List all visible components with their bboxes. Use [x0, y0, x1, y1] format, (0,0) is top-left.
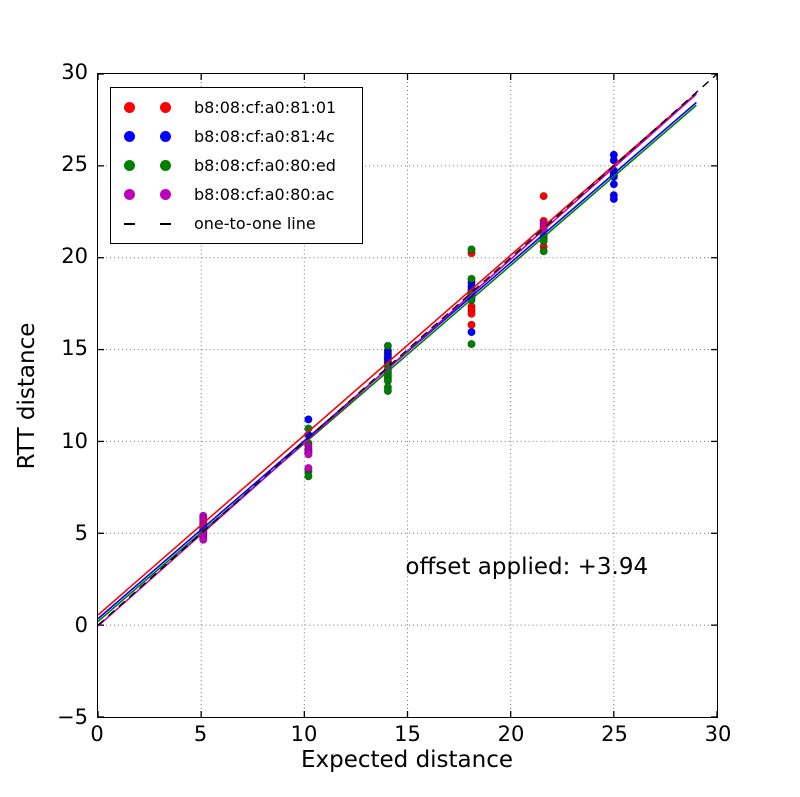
y-tick-label: 25	[61, 152, 88, 177]
x-axis-label: Expected distance	[300, 747, 514, 773]
x-tick-label: 0	[90, 722, 104, 746]
marker-dot	[160, 131, 171, 142]
marker-dot	[124, 160, 135, 171]
y-tick-label: 15	[61, 336, 88, 361]
y-axis-label: RTT distance	[14, 322, 40, 470]
y-tick-label: 5	[74, 520, 88, 545]
series-marker-icon	[124, 160, 171, 171]
marker-dot	[124, 102, 135, 113]
plot-canvas	[98, 74, 717, 717]
marker-dot	[124, 189, 135, 200]
y-tick-label: 30	[61, 60, 88, 84]
y-tick-label: 20	[61, 244, 88, 269]
plot-area: b8:08:cf:a0:81:01 b8:08:cf:a0:81:4c b8:08:…	[97, 73, 718, 718]
marker-dot	[160, 160, 171, 171]
legend-label: b8:08:cf:a0:80:ac	[194, 185, 335, 204]
legend-entry: b8:08:cf:a0:80:ac	[111, 180, 362, 209]
dash-segment	[160, 222, 171, 225]
y-tick-label: 10	[61, 428, 88, 453]
legend-label: one-to-one line	[194, 214, 316, 233]
legend-label: b8:08:cf:a0:81:4c	[194, 127, 335, 146]
series-marker-icon	[124, 189, 171, 200]
marker-dot	[160, 189, 171, 200]
legend-label: b8:08:cf:a0:81:01	[194, 98, 337, 117]
x-tick-label: 10	[290, 722, 318, 746]
y-tick-label: −5	[57, 705, 88, 729]
legend: b8:08:cf:a0:81:01 b8:08:cf:a0:81:4c b8:08:…	[110, 87, 363, 244]
dashed-line-icon	[124, 222, 171, 225]
legend-entry: b8:08:cf:a0:80:ed	[111, 151, 362, 180]
x-tick-label: 30	[704, 722, 732, 746]
dash-segment	[124, 222, 135, 225]
y-tick-label: 0	[74, 612, 88, 637]
legend-entry: b8:08:cf:a0:81:4c	[111, 122, 362, 151]
series-marker-icon	[124, 102, 171, 113]
x-tick-label: 25	[601, 722, 628, 746]
marker-dot	[124, 131, 135, 142]
marker-dot	[160, 102, 171, 113]
x-tick-label: 15	[394, 722, 421, 746]
series-marker-icon	[124, 131, 171, 142]
x-tick-label: 5	[193, 722, 208, 746]
legend-label: b8:08:cf:a0:80:ed	[194, 156, 336, 175]
legend-entry: b8:08:cf:a0:81:01	[111, 93, 362, 122]
legend-entry: one-to-one line	[111, 209, 362, 238]
offset-annotation: offset applied: +3.94	[405, 553, 649, 580]
x-tick-label: 20	[497, 722, 525, 746]
